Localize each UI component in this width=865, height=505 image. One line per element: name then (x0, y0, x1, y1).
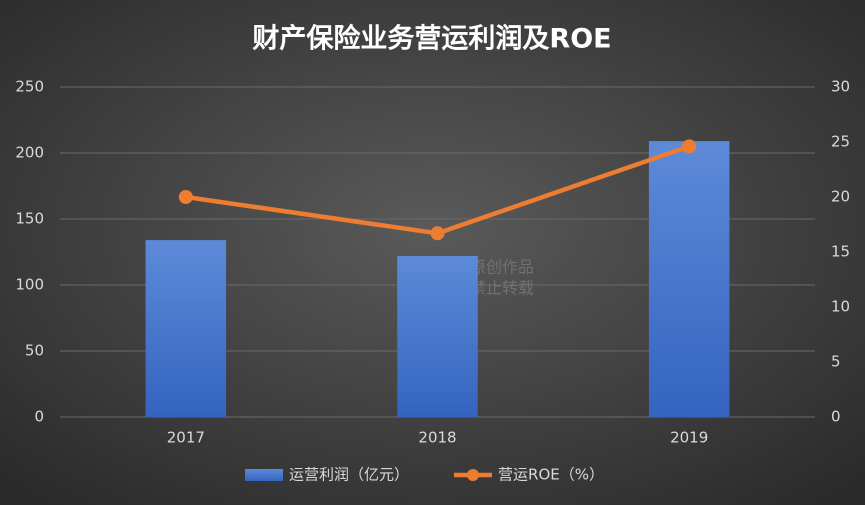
y-tick-label: 200 (15, 144, 44, 162)
legend-swatch (245, 469, 283, 481)
y2-tick-label: 10 (831, 298, 850, 316)
y2-tick-label: 25 (831, 133, 850, 151)
x-tick-label: 2018 (418, 429, 456, 447)
bar (145, 240, 227, 417)
y-tick-label: 100 (15, 276, 44, 294)
y-tick-label: 150 (15, 210, 44, 228)
watermark: 原创作品 (470, 258, 534, 277)
y2-tick-label: 15 (831, 243, 850, 261)
legend-label: 营运ROE（%） (498, 466, 604, 484)
y2-tick-label: 5 (831, 353, 841, 371)
line-marker (178, 190, 193, 204)
legend-label: 运营利润（亿元） (289, 466, 409, 484)
x-tick-label: 2017 (167, 429, 205, 447)
y-tick-label: 0 (34, 408, 44, 426)
y2-tick-label: 20 (831, 188, 850, 206)
legend-marker (467, 469, 480, 481)
y2-tick-label: 0 (831, 408, 841, 426)
line-marker (430, 226, 445, 241)
line-marker (682, 139, 697, 154)
chart-title: 财产保险业务营运利润及ROE (252, 23, 611, 55)
y2-tick-label: 30 (831, 78, 850, 96)
y-tick-label: 50 (25, 342, 44, 360)
watermark: 禁止转载 (470, 279, 534, 298)
y-tick-label: 250 (15, 78, 44, 96)
bar (648, 141, 730, 417)
bar (397, 255, 478, 417)
x-tick-label: 2019 (670, 429, 708, 447)
